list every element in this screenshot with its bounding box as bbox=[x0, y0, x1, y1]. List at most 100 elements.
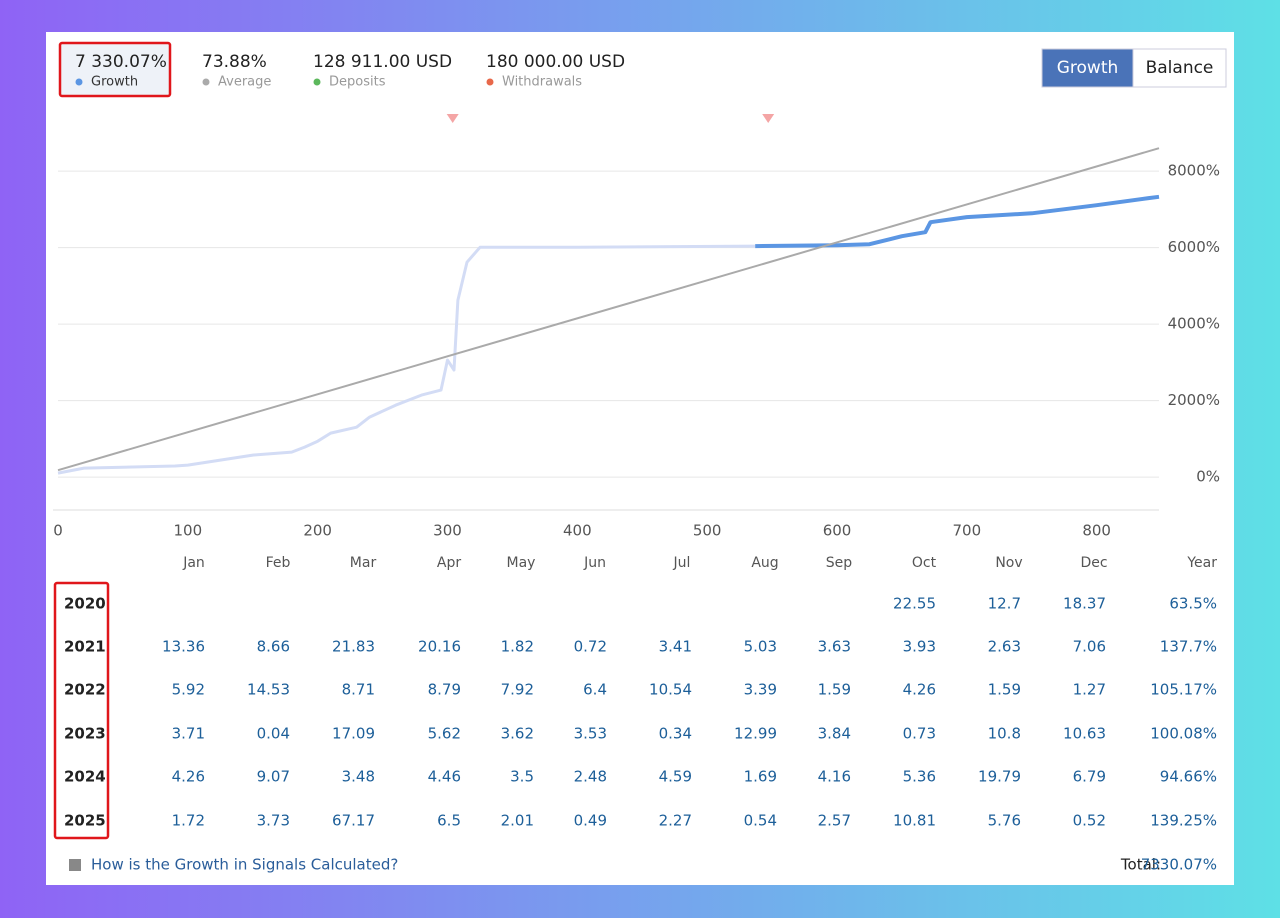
cell: 3.73 bbox=[257, 812, 290, 830]
cell: 3.84 bbox=[818, 725, 851, 743]
column-header: Nov bbox=[995, 555, 1022, 571]
info-icon bbox=[69, 859, 81, 871]
row-year: 2021 bbox=[64, 638, 106, 656]
row-year: 2022 bbox=[64, 681, 106, 699]
row-year: 2025 bbox=[64, 812, 106, 830]
cell: 6.4 bbox=[583, 681, 607, 699]
row-year: 2020 bbox=[64, 595, 106, 613]
column-header: Sep bbox=[826, 555, 853, 571]
cell: 0.34 bbox=[659, 725, 692, 743]
cell: 4.59 bbox=[659, 768, 692, 786]
stat-value: 7 330.07% bbox=[75, 52, 167, 72]
panel bbox=[46, 32, 1234, 885]
cell-total: 137.7% bbox=[1160, 638, 1217, 656]
column-header: Dec bbox=[1080, 555, 1107, 571]
cell: 14.53 bbox=[247, 681, 290, 699]
row-year: 2024 bbox=[64, 768, 106, 786]
stat-dot bbox=[486, 78, 494, 86]
cell: 19.79 bbox=[978, 768, 1021, 786]
cell: 5.76 bbox=[988, 812, 1021, 830]
cell: 4.26 bbox=[172, 768, 205, 786]
cell: 1.69 bbox=[744, 768, 777, 786]
total-value: 7330.07% bbox=[1141, 856, 1217, 874]
cell: 5.92 bbox=[172, 681, 205, 699]
cell: 3.71 bbox=[172, 725, 205, 743]
cell: 3.39 bbox=[744, 681, 777, 699]
column-header: Jun bbox=[583, 555, 606, 571]
cell-total: 105.17% bbox=[1150, 681, 1217, 699]
tab-button[interactable] bbox=[1132, 48, 1227, 88]
x-tick-label: 800 bbox=[1082, 522, 1111, 540]
stat-label[interactable]: Average bbox=[218, 75, 271, 90]
cell: 12.7 bbox=[988, 595, 1021, 613]
x-tick-label: 0 bbox=[53, 522, 63, 540]
x-tick-label: 700 bbox=[953, 522, 982, 540]
x-tick-label: 300 bbox=[433, 522, 462, 540]
cell: 0.73 bbox=[903, 725, 936, 743]
stat-label[interactable]: Withdrawals bbox=[502, 75, 582, 90]
cell: 3.62 bbox=[501, 725, 534, 743]
stat-dot bbox=[202, 78, 210, 86]
cell: 6.79 bbox=[1073, 768, 1106, 786]
cell: 4.26 bbox=[903, 681, 936, 699]
series-line bbox=[57, 244, 756, 475]
cell: 2.57 bbox=[818, 812, 851, 830]
stat-value: 128 911.00 USD bbox=[313, 52, 452, 72]
cell: 17.09 bbox=[332, 725, 375, 743]
withdrawal-marker bbox=[446, 114, 459, 123]
cell: 67.17 bbox=[332, 812, 375, 830]
cell-total: 139.25% bbox=[1150, 812, 1217, 830]
cell: 10.81 bbox=[893, 812, 936, 830]
cell: 3.5 bbox=[510, 768, 534, 786]
cell: 3.63 bbox=[818, 638, 851, 656]
cell: 1.59 bbox=[818, 681, 851, 699]
cell: 10.8 bbox=[988, 725, 1021, 743]
column-header: Feb bbox=[266, 555, 291, 571]
cell: 7.92 bbox=[501, 681, 534, 699]
cell: 8.71 bbox=[342, 681, 375, 699]
cell: 3.41 bbox=[659, 638, 692, 656]
x-tick-label: 100 bbox=[174, 522, 203, 540]
cell: 2.63 bbox=[988, 638, 1021, 656]
y-tick-label: 4000% bbox=[1168, 315, 1220, 333]
column-header: May bbox=[507, 555, 536, 571]
cell: 5.62 bbox=[428, 725, 461, 743]
cell-total: 63.5% bbox=[1169, 595, 1217, 613]
cell: 1.82 bbox=[501, 638, 534, 656]
x-tick-label: 200 bbox=[303, 522, 332, 540]
cell: 1.27 bbox=[1073, 681, 1106, 699]
cell: 7.06 bbox=[1073, 638, 1106, 656]
tab-label[interactable]: Balance bbox=[1146, 58, 1214, 78]
cell: 0.49 bbox=[574, 812, 607, 830]
stat-value: 73.88% bbox=[202, 52, 267, 72]
tab-label[interactable]: Growth bbox=[1057, 58, 1119, 78]
cell: 21.83 bbox=[332, 638, 375, 656]
cell: 0.54 bbox=[744, 812, 777, 830]
cell: 9.07 bbox=[257, 768, 290, 786]
cell: 2.27 bbox=[659, 812, 692, 830]
cell: 3.53 bbox=[574, 725, 607, 743]
help-link[interactable]: How is the Growth in Signals Calculated? bbox=[91, 856, 398, 874]
stat-dot bbox=[75, 78, 83, 86]
cell: 1.72 bbox=[172, 812, 205, 830]
cell: 3.48 bbox=[342, 768, 375, 786]
y-tick-label: 6000% bbox=[1168, 238, 1220, 256]
cell: 18.37 bbox=[1063, 595, 1106, 613]
cell: 4.16 bbox=[818, 768, 851, 786]
cell: 20.16 bbox=[418, 638, 461, 656]
stat-label[interactable]: Deposits bbox=[329, 75, 386, 90]
selected-stat[interactable] bbox=[58, 41, 172, 98]
cell: 3.93 bbox=[903, 638, 936, 656]
total-label: Total: bbox=[1120, 856, 1161, 874]
cell: 0.52 bbox=[1073, 812, 1106, 830]
cell: 10.54 bbox=[649, 681, 692, 699]
column-header: Apr bbox=[437, 555, 461, 571]
cell: 0.72 bbox=[574, 638, 607, 656]
column-header: Jan bbox=[182, 555, 205, 571]
stat-label[interactable]: Growth bbox=[91, 75, 138, 90]
x-tick-label: 600 bbox=[823, 522, 852, 540]
y-tick-label: 2000% bbox=[1168, 391, 1220, 409]
cell: 10.63 bbox=[1063, 725, 1106, 743]
column-header: Oct bbox=[912, 555, 937, 571]
cell: 5.03 bbox=[744, 638, 777, 656]
